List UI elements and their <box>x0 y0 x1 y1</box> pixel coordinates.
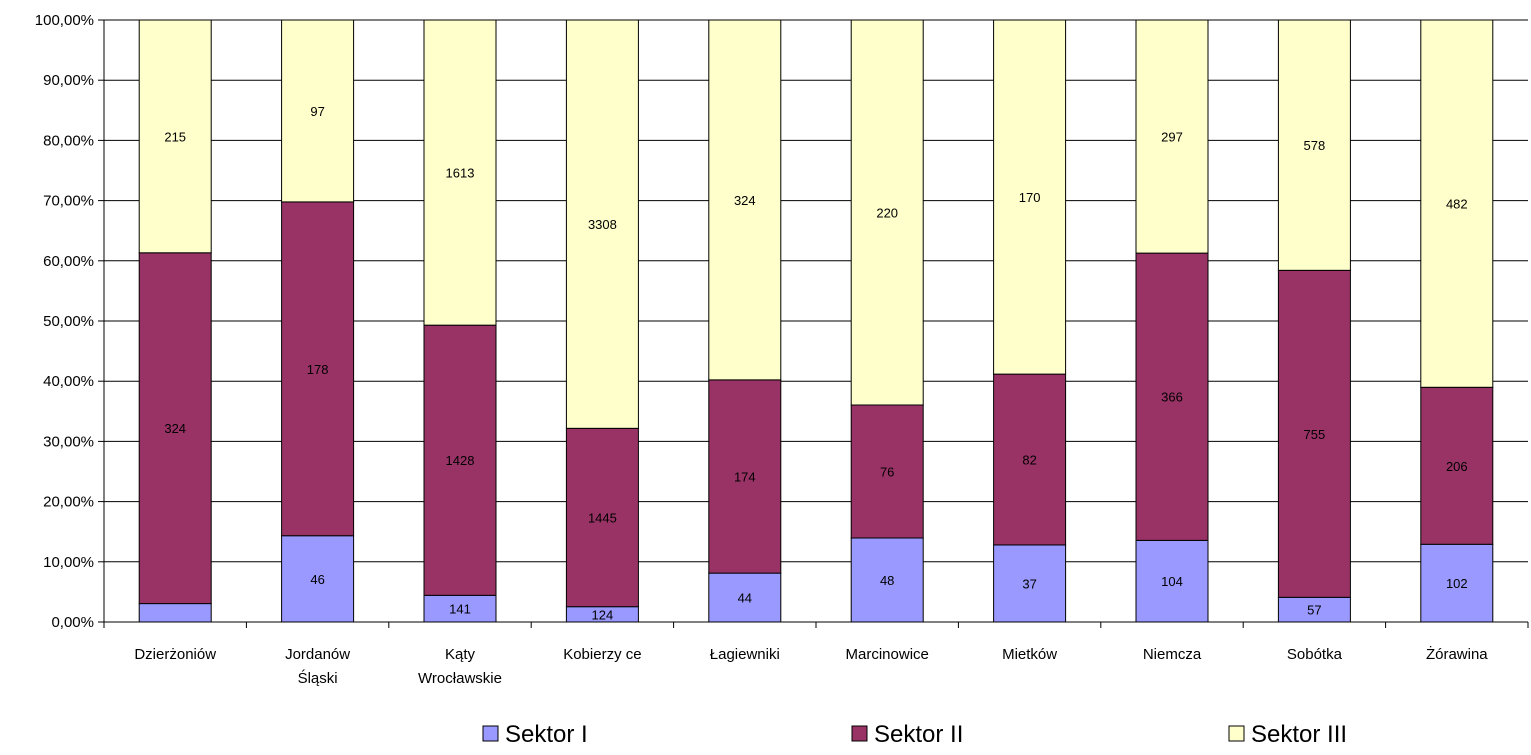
bar-segment <box>1420 19 1494 388</box>
bar-segment <box>565 427 639 608</box>
data-label: 1613 <box>446 166 475 181</box>
x-category-label: Dzierżoniów <box>134 646 216 663</box>
y-tick-label: 20,00% <box>43 494 94 511</box>
data-label: 324 <box>734 193 756 208</box>
x-category-label: Sobótka <box>1287 646 1343 663</box>
data-label: 324 <box>164 421 186 436</box>
bar-segment <box>993 373 1067 546</box>
bar-segment <box>850 404 924 539</box>
x-category-label: Wrocławskie <box>418 670 502 687</box>
x-category-label: Marcinowice <box>846 646 929 663</box>
bar-segment <box>993 544 1067 623</box>
x-category-label: Jordanów <box>285 646 350 663</box>
legend-label: Sektor I <box>505 721 588 748</box>
legend-label: Sektor III <box>1251 721 1347 748</box>
data-label: 104 <box>1161 574 1183 589</box>
legend-swatch <box>482 725 499 742</box>
bar-segment <box>993 19 1067 375</box>
x-category-label: Śląski <box>298 669 338 687</box>
y-tick-label: 100,00% <box>35 12 94 29</box>
x-category-label: Łagiewniki <box>710 646 780 663</box>
data-label: 578 <box>1304 138 1326 153</box>
bars <box>138 19 1494 623</box>
x-category-label: Żórawina <box>1426 645 1488 663</box>
x-category-label: Mietków <box>1002 646 1057 663</box>
data-label: 170 <box>1019 190 1041 205</box>
data-label: 82 <box>1022 453 1036 468</box>
legend-swatch <box>851 725 868 742</box>
y-tick-label: 30,00% <box>43 433 94 450</box>
y-tick-label: 50,00% <box>43 313 94 330</box>
data-label: 46 <box>310 572 324 587</box>
bar-segment <box>281 19 355 203</box>
data-label: 102 <box>1446 576 1468 591</box>
bar-segment <box>1420 386 1494 545</box>
y-tick-label: 90,00% <box>43 72 94 89</box>
x-category-label: Kobierzy ce <box>563 646 641 663</box>
legend: Sektor I Sektor II Sektor III <box>482 721 1347 748</box>
bar-segment <box>281 201 355 537</box>
data-labels: 324 215 46 178 97 141 1428 1613 124 1445 3308 44 174… <box>164 104 1467 622</box>
data-label: 1428 <box>446 453 475 468</box>
bar-segment <box>1135 19 1209 254</box>
y-tick-label: 70,00% <box>43 193 94 210</box>
bar-segment <box>850 537 924 623</box>
y-tick-label: 0,00% <box>51 614 94 631</box>
bar-segment <box>708 379 782 574</box>
data-label: 366 <box>1161 390 1183 405</box>
data-label: 124 <box>592 607 614 622</box>
bar-segment <box>708 19 782 381</box>
data-label: 297 <box>1161 130 1183 145</box>
data-label: 37 <box>1022 576 1036 591</box>
y-tick-label: 60,00% <box>43 253 94 270</box>
data-label: 206 <box>1446 459 1468 474</box>
data-label: 220 <box>876 206 898 221</box>
x-category-label: Niemcza <box>1143 646 1202 663</box>
data-label: 44 <box>738 591 752 606</box>
data-label: 57 <box>1307 603 1321 618</box>
data-label: 215 <box>164 129 186 144</box>
bar-segment <box>423 324 497 596</box>
bar-segment <box>1135 539 1209 623</box>
data-label: 174 <box>734 469 756 484</box>
legend-swatch <box>1228 725 1245 742</box>
bar-segment <box>565 19 639 429</box>
data-label: 755 <box>1304 427 1326 442</box>
bar-segment <box>138 19 212 254</box>
y-tick-label: 80,00% <box>43 132 94 149</box>
data-label: 48 <box>880 573 894 588</box>
bar-segment <box>423 19 497 326</box>
bar-segment <box>850 19 924 406</box>
bar-segment <box>1135 252 1209 541</box>
legend-label: Sektor II <box>874 721 963 748</box>
bar-segment <box>708 572 782 623</box>
data-label: 76 <box>880 465 894 480</box>
bar-segment <box>1277 596 1351 623</box>
x-axis: Dzierżoniów Jordanów Śląski Kąty Wrocławskie… <box>103 621 1529 687</box>
bar-segment <box>138 603 212 623</box>
y-axis: 0,00% 10,00% 20,00% 30,00% 40,00% 50,00% 60,00… <box>35 12 105 631</box>
y-tick-label: 40,00% <box>43 373 94 390</box>
data-label: 97 <box>310 104 324 119</box>
data-label: 3308 <box>588 217 617 232</box>
x-category-label: Kąty <box>445 646 476 663</box>
data-label: 482 <box>1446 197 1468 212</box>
bar-segment <box>1277 19 1351 271</box>
data-label: 141 <box>449 602 471 617</box>
y-tick-label: 10,00% <box>43 554 94 571</box>
data-label: 1445 <box>588 511 617 526</box>
data-label: 178 <box>307 362 329 377</box>
